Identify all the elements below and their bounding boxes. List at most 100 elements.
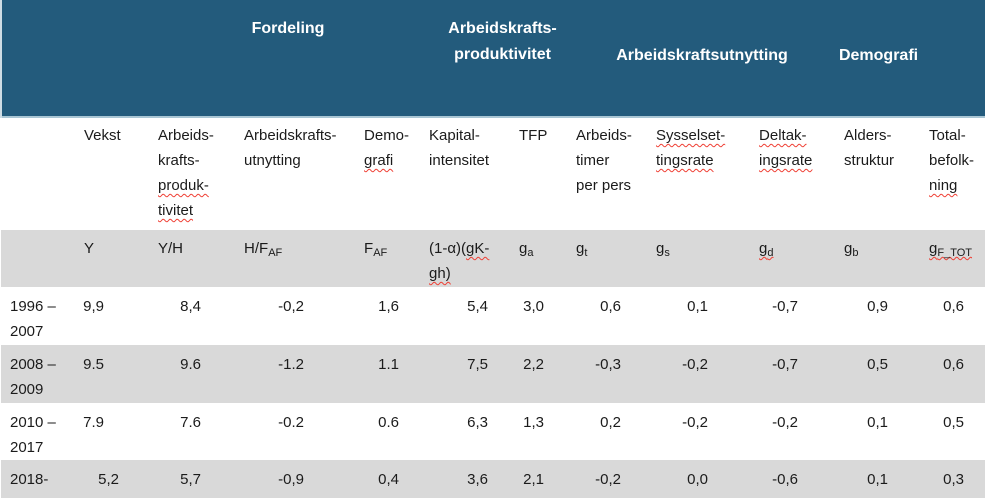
table-row: 2010 – 2017 7.9 7.6 -0.2 0.6 6,3 1,3 0,2… [1,403,985,460]
value-cell: 8,4 [180,298,202,315]
value-cell: 7.9 [83,414,104,431]
column-label-misspelled: produk- [158,177,209,194]
column-label: Vekst [84,127,121,144]
symbol-gb: gb [836,230,921,287]
value-cell: 1,6 [378,298,400,315]
value-cell: 0,1 [687,298,709,315]
value-cell: 1,3 [523,414,545,431]
group-header-fordeling: Fordeling [236,0,356,117]
group-label: Arbeidskrafts-produktivitet [448,20,557,63]
value-cell: 0.6 [378,414,400,431]
value-cell: 9.6 [180,356,202,373]
value-cell: 0,6 [600,298,622,315]
column-header-totalbefolkning: Total- befolk- ning [921,117,985,230]
value-cell: 2,2 [523,356,545,373]
symbol-subscript: d [767,247,774,259]
column-header-spacer [1,117,76,230]
symbol-gs: gs [648,230,751,287]
value-cell: 9.5 [83,356,104,373]
column-label-misspelled: Deltak- [759,127,807,144]
table-row: 1996 – 2007 9,9 8,4 -0,2 1,6 5,4 3,0 0,6… [1,287,985,345]
column-label: krafts- [158,152,200,169]
value-cell: 9,9 [83,298,104,315]
value-cell: -0,2 [278,298,305,315]
value-cell: -0,7 [772,356,799,373]
value-cell: 0,0 [687,471,709,488]
group-header-spacer [0,0,237,117]
column-label: per pers [576,177,632,194]
column-header-aldersstruktur: Alders- struktur [836,117,921,230]
period-cell: 2008 – 2009 [10,356,56,398]
symbol-ga: ga [511,230,568,287]
column-header-demografi: Demo- grafi [356,117,421,230]
value-cell: 3,6 [467,471,489,488]
group-header-row: Fordeling Arbeidskrafts-produktivitet Ar… [0,0,985,117]
value-cell: 0,1 [867,414,889,431]
value-cell: 1.1 [378,356,400,373]
value-cell: 0,4 [378,471,400,488]
column-label: Total- [929,127,966,144]
value-cell: -0,7 [772,298,799,315]
symbol-misspelled: gd [759,240,774,259]
symbol: H/F [244,240,269,257]
symbol-gt: gt [568,230,648,287]
group-label: Arbeidskraftsutnytting [616,47,788,64]
symbol-subscript: F_TOT [937,247,973,259]
value-cell: 5,2 [98,471,119,488]
column-label: Kapital- [429,127,480,144]
column-label-misspelled: tivitet [158,202,194,219]
value-cell: 7,5 [467,356,489,373]
symbol-misspelled: gF_TOT [929,240,973,259]
value-cell: -0,6 [772,471,799,488]
symbol: F [364,240,374,257]
group-header-spacer [921,0,985,117]
column-label-misspelled: grafi [364,152,394,169]
column-label-misspelled: tingsrate [656,152,714,169]
symbol: g [519,240,528,257]
value-cell: 6,3 [467,414,489,431]
symbol-misspelled: gK-gh) [429,240,490,282]
value-cell: 0,9 [867,298,889,315]
symbol-hfaf: H/FAF [236,230,356,287]
symbol: Y/H [158,240,184,257]
column-label: befolk- [929,152,975,169]
column-header-kapitalintensitet: Kapital- intensitet [421,117,511,230]
value-cell: -0,2 [682,414,709,431]
value-cell: -0,3 [595,356,622,373]
column-header-arbeidskraftsutnytting: Arbeidskrafts- utnytting [236,117,356,230]
value-cell: -0,2 [682,356,709,373]
column-label: Arbeidskrafts- [244,127,337,144]
symbol: g [576,240,585,257]
column-label: Alders- [844,127,892,144]
value-cell: 5,4 [467,298,489,315]
symbol: g [844,240,853,257]
table-row: 2018-2025 5,2 5,7 -0,9 0,4 3,6 2,1 -0,2 … [1,460,985,498]
column-header-sysselsettingsrate: Sysselset- tingsrate [648,117,751,230]
symbol-subscript: a [527,247,534,259]
symbol-faf: FAF [356,230,421,287]
column-label: Arbeids- [158,127,214,144]
symbol-spacer [1,230,76,287]
column-label-misspelled: Sysselset- [656,127,726,144]
column-header-arbeidstimer: Arbeids- timer per pers [568,117,648,230]
symbol: g [759,240,768,257]
group-header-demografi: Demografi [836,0,921,117]
symbol-subscript: b [852,247,859,259]
symbol-yh: Y/H [150,230,236,287]
column-label: Demo- [364,127,410,144]
column-label-misspelled: ingsrate [759,152,813,169]
value-cell: 5,7 [180,471,202,488]
symbol: (1-α)( [429,240,467,257]
symbol-gd: gd [751,230,836,287]
group-header-arbeidskraftsproduktivitet: Arbeidskrafts-produktivitet [421,0,568,117]
group-header-arbeidskraftsutnytting: Arbeidskraftsutnytting [568,0,836,117]
value-cell: 7.6 [180,414,202,431]
value-cell: -0.2 [278,414,305,431]
column-label-misspelled: ning [929,177,958,194]
column-header-deltakingsrate: Deltak- ingsrate [751,117,836,230]
symbol: g [929,240,938,257]
column-label: timer [576,152,610,169]
column-header-vekst: Vekst [76,117,150,230]
period-cell: 2010 – 2017 [10,414,56,456]
